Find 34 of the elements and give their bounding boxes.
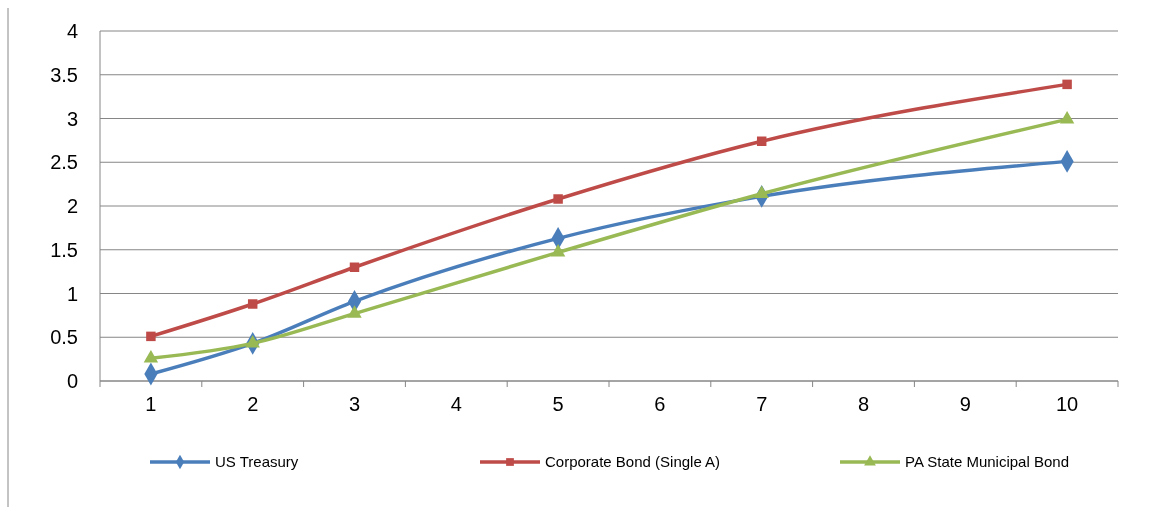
x-tick-label: 9 [959,393,971,415]
y-tick-label: 3 [66,107,78,130]
x-tick-label: 4 [450,393,462,415]
y-tick-label: 2.5 [50,151,78,174]
y-tick-label: 2 [66,195,78,217]
point [1062,79,1072,90]
point [754,185,769,198]
point [756,136,767,146]
x-tick-label: 2 [247,393,259,415]
x-tick-label: 3 [348,393,361,415]
x-tick-label: 7 [756,393,768,415]
point [247,299,258,309]
y-tick-label: 3.5 [50,63,78,86]
x-tick-label: 1 [145,393,157,415]
legend-label: PA State Municipal Bond [905,453,1069,471]
point [146,331,156,342]
point [550,244,566,257]
point [349,262,360,272]
x-tick-label: 6 [654,393,666,415]
point [245,335,260,348]
x-tick-label: 10 [1055,393,1079,415]
point [143,349,159,363]
point [553,194,563,204]
x-tick-label: 8 [857,393,870,415]
y-tick-label: 4 [66,20,78,42]
y-tick-label: 0 [66,370,78,392]
point [1059,111,1075,124]
y-tick-label: 1.5 [50,238,78,261]
y-tick-label: 0.5 [50,326,78,349]
x-tick-label: 5 [552,393,564,415]
point [347,305,362,318]
legend-label: Corporate Bond (Single A) [545,453,721,471]
legend-label: US Treasury [215,453,299,471]
y-tick-label: 1 [66,282,78,305]
